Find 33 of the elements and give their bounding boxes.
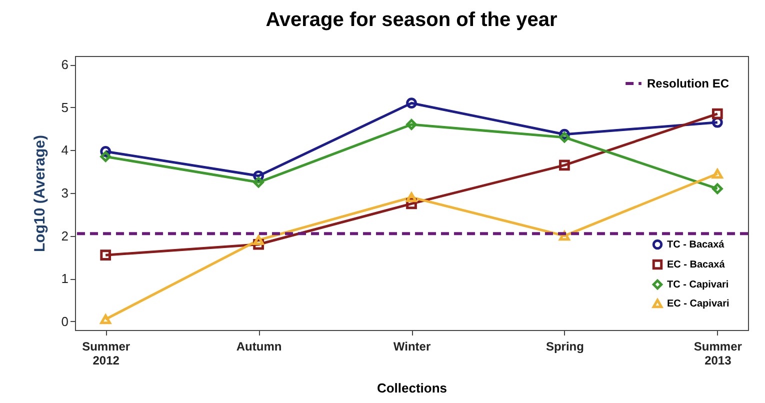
y-tick-label: 5 (61, 100, 68, 115)
point (100, 151, 112, 162)
x-tick-label: Autumn (236, 340, 282, 354)
y-tick-label: 1 (61, 271, 68, 286)
point (253, 176, 264, 188)
legend-label: TC - Capivari (667, 280, 729, 290)
legend-label: EC - Bacaxá (667, 260, 726, 270)
point (100, 250, 112, 261)
y-tick-label: 2 (61, 228, 68, 244)
point (253, 235, 264, 245)
x-tick-label: Winter (393, 340, 431, 354)
point (712, 168, 723, 179)
chart-title: Average for season of the year (266, 9, 558, 31)
y-tick-label: 0 (61, 314, 68, 329)
y-tick-label: 3 (61, 186, 68, 200)
point (559, 160, 570, 171)
x-tick-label: Summer 2013 (694, 340, 742, 368)
legend-label: TC - Bacaxá (667, 240, 725, 250)
point (559, 132, 570, 143)
y-tick-label: 6 (61, 57, 68, 72)
point (712, 108, 723, 120)
y-tick-label: 4 (61, 142, 68, 158)
point (712, 183, 723, 194)
x-tick-label: Summer 2012 (82, 340, 130, 368)
point (406, 192, 417, 202)
x-tick-label: Spring (546, 340, 584, 354)
y-axis-title: Log10 (Average) (31, 135, 48, 252)
x-axis-title: Collections (376, 380, 448, 396)
point (100, 314, 112, 324)
legend-label: Resolution EC (647, 76, 730, 90)
point (406, 98, 417, 109)
legend-label: EC - Capivari (667, 298, 730, 310)
point (406, 119, 417, 130)
